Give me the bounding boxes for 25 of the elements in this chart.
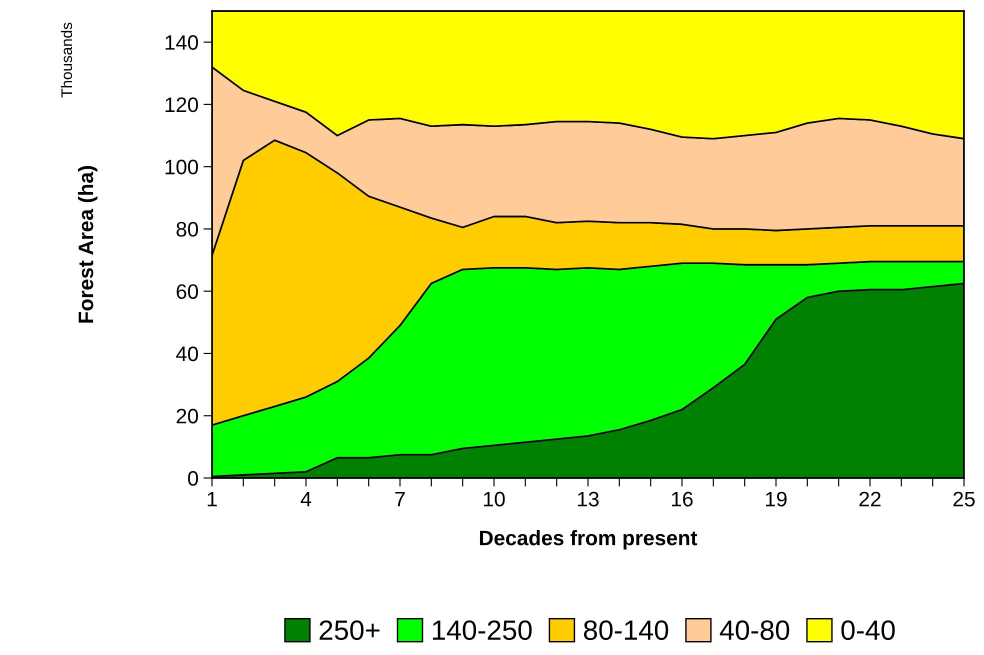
x-tick-label: 7 [395,492,405,506]
x-axis-title: Decades from present [480,530,698,550]
y-tick-label: 20 [176,408,198,424]
x-tick-label: 16 [672,492,693,506]
x-tick-label: 10 [484,492,505,506]
legend-label: 250+ [320,620,380,640]
legend-label: 80-140 [584,620,668,640]
x-tick-label: 19 [766,492,787,506]
y-tick-label: 40 [176,346,198,362]
text: Thousands [60,22,72,98]
legend-label: 140-250 [432,620,532,640]
x-tick-label: 1 [208,492,217,506]
y-tick-label: 140 [166,35,198,50]
x-tick-label: 25 [953,492,975,506]
legend-label: 40-80 [720,620,790,640]
x-tick-label: 4 [300,492,312,506]
x-tick-label: 22 [859,492,881,506]
y-axis-title: Forest Area (ha) [78,166,98,323]
x-tick-label: 13 [578,492,599,506]
y-tick-label: 120 [166,97,198,112]
y-tick-label: 80 [176,222,198,237]
y-tick-label: 0 [188,471,198,486]
y-tick-label: 60 [176,284,198,299]
y-tick-label: 100 [166,160,198,174]
legend-label: 0-40 [841,620,895,640]
